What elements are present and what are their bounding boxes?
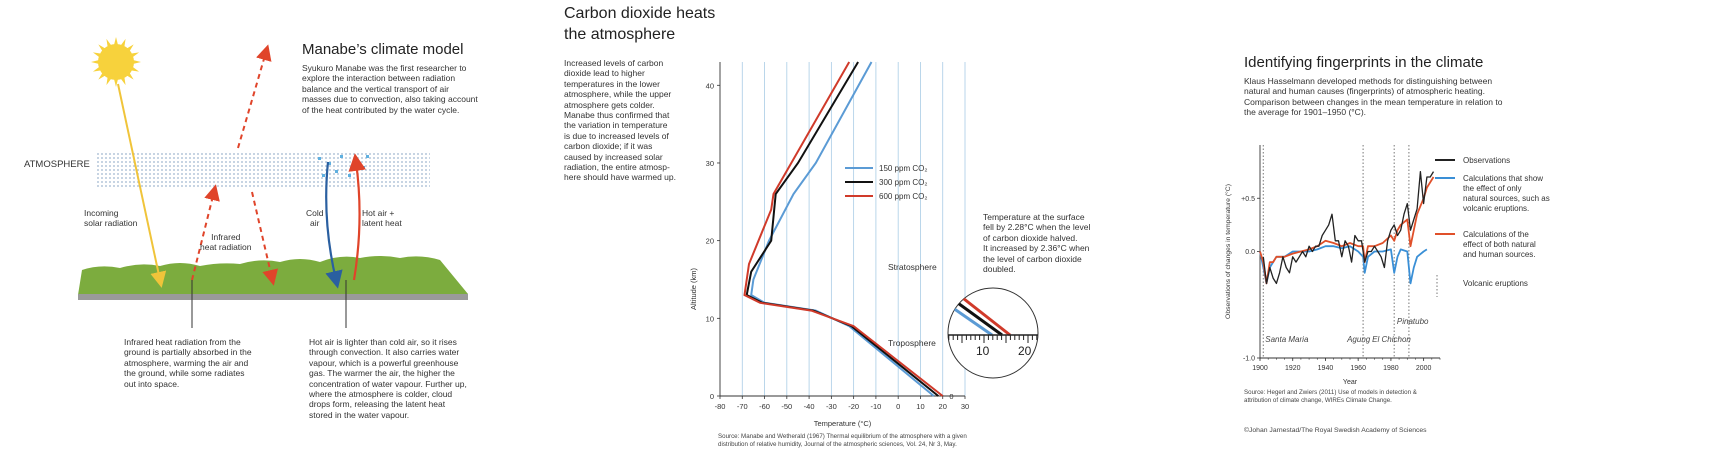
infrared-arrow-up — [191, 184, 220, 281]
x-tick-label: 1940 — [1318, 365, 1334, 372]
troposphere-label: Troposphere — [888, 338, 936, 348]
y-tick-label: 40 — [706, 81, 714, 90]
zoom-magnifier: 10 20 — [947, 287, 1039, 379]
eruption-label-3: El Chichon — [1372, 335, 1411, 344]
legend-label-3: Calculations of the effect of both natura… — [1463, 230, 1536, 259]
legend-label-1: Observations — [1463, 156, 1510, 165]
co2-title: Carbon dioxide heats the atmosphere — [564, 5, 716, 43]
y-tick-label: +0.5 — [1241, 196, 1255, 203]
infrared-label: Infrared heat radiation — [200, 232, 252, 253]
infrared-arrow-space — [237, 44, 272, 149]
cold-air-label: Cold air — [306, 208, 324, 229]
x-tick-label: -30 — [826, 402, 837, 411]
surface-temperature-annotation: Temperature at the surface fell by 2.28°… — [983, 212, 1091, 275]
x-axis-label: Year — [1343, 379, 1358, 386]
series-line-1 — [1262, 170, 1435, 285]
ground-base — [78, 294, 468, 300]
x-tick-label: 1920 — [1285, 365, 1301, 372]
x-axis-label: Temperature (°C) — [814, 419, 872, 428]
legend-label-1: 150 ppm CO₂ — [879, 164, 927, 173]
y-tick-label: 10 — [706, 314, 714, 323]
x-tick-label: -60 — [759, 402, 770, 411]
eruption-label-1: Santa Maria — [1265, 335, 1309, 344]
y-axis-label: Altitude (km) — [689, 267, 698, 310]
x-tick-label: 1980 — [1383, 365, 1399, 372]
copyright: ©Johan Jarnestad/The Royal Swedish Acade… — [1244, 427, 1427, 434]
fingerprints-title: Identifying fingerprints in the climate — [1244, 54, 1484, 71]
manabe-description: Syukuro Manabe was the first researcher … — [302, 63, 478, 115]
x-tick-label: 10 — [916, 402, 924, 411]
sun-icon — [91, 37, 141, 87]
manabe-title: Manabe’s climate model — [302, 41, 464, 58]
atmosphere-band — [96, 151, 430, 188]
series-line-3 — [1259, 176, 1435, 285]
series-line-3 — [743, 61, 944, 397]
ground — [78, 256, 468, 295]
solar-radiation-arrow — [117, 83, 167, 288]
y-tick-label: 30 — [706, 159, 714, 168]
infrared-arrow-down — [251, 191, 278, 286]
y-axis-label: Observations of changes in temperature (… — [1224, 184, 1232, 319]
legend-label-4: Volcanic eruptions — [1463, 279, 1528, 288]
cold-air-arrow — [325, 161, 343, 289]
stratosphere-label: Stratosphere — [888, 262, 937, 272]
infrared-caption: Infrared heat radiation from the ground … — [124, 337, 252, 389]
y-tick-label: 0 — [710, 392, 714, 401]
x-tick-label: 0 — [896, 402, 900, 411]
x-tick-label: -80 — [715, 402, 726, 411]
co2-source: Source: Manabe and Wetherald (1967) Ther… — [718, 433, 967, 448]
hot-air-label: Hot air + latent heat — [362, 208, 402, 229]
legend-label-2: 300 ppm CO₂ — [879, 178, 927, 187]
x-tick-label: -40 — [804, 402, 815, 411]
eruption-label-2: Agung — [1346, 335, 1371, 344]
hot-air-arrow — [348, 153, 366, 281]
legend-label-3: 600 ppm CO₂ — [879, 192, 927, 201]
x-tick-label: 20 — [939, 402, 947, 411]
surface-zero-label: 0 — [949, 392, 953, 401]
incoming-solar-label: Incoming solar radiation — [84, 208, 138, 229]
x-tick-label: -10 — [870, 402, 881, 411]
zoom-tick-10: 10 — [976, 344, 990, 358]
x-tick-label: 30 — [961, 402, 969, 411]
altitude-temperature-chart: -80 -70 -60 -50 -40 -30 -20 -10 0 10 20 30 0 10 20 30 40… — [689, 61, 969, 428]
x-tick-label: 2000 — [1416, 365, 1432, 372]
convection-caption: Hot air is lighter than cold air, so it … — [309, 337, 467, 420]
fingerprints-description: Klaus Hasselmann developed methods for d… — [1244, 76, 1503, 118]
atmosphere-label: ATMOSPHERE — [24, 159, 90, 170]
x-tick-label: 1900 — [1252, 365, 1268, 372]
y-tick-label: 0.0 — [1245, 249, 1255, 256]
x-tick-label: 1960 — [1350, 365, 1366, 372]
eruption-label-4: Pinatubo — [1397, 317, 1429, 326]
legend-label-2: Calculations that show the effect of only… — [1463, 174, 1550, 213]
y-tick-label: 20 — [706, 237, 714, 246]
co2-description: Increased levels of carbon dioxide lead … — [564, 58, 676, 183]
x-tick-label: -20 — [848, 402, 859, 411]
temperature-change-chart: 1900 1920 1940 1960 1980 2000 -1.0 0.0 +0.5 Year O… — [1224, 145, 1550, 386]
x-tick-label: -50 — [781, 402, 792, 411]
x-tick-label: -70 — [737, 402, 748, 411]
y-tick-label: -1.0 — [1243, 356, 1255, 363]
manabe-illustration — [78, 37, 468, 328]
zoom-tick-20: 20 — [1018, 344, 1032, 358]
fingerprints-source: Source: Hegerl and Zwiers (2011) Use of … — [1244, 389, 1417, 404]
